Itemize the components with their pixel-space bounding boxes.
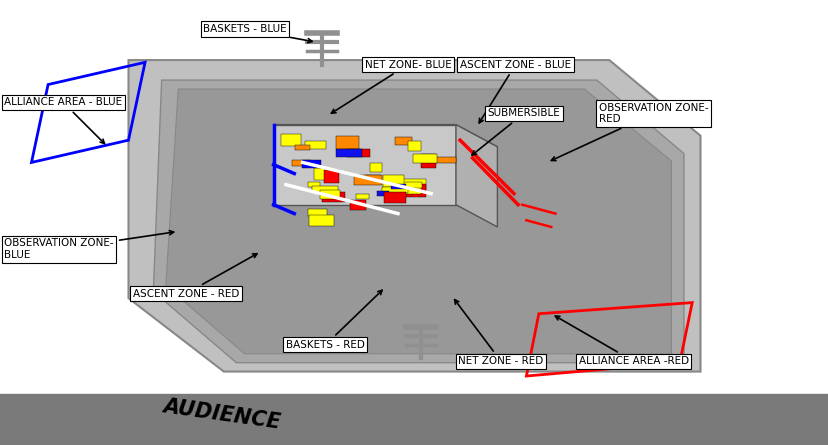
Bar: [364, 175, 381, 180]
Bar: [335, 149, 361, 157]
Bar: [307, 209, 326, 216]
Polygon shape: [153, 80, 683, 363]
Bar: [407, 142, 421, 151]
Bar: [397, 184, 425, 197]
Bar: [399, 178, 426, 190]
Bar: [369, 163, 382, 172]
Bar: [382, 186, 407, 193]
Bar: [308, 182, 320, 187]
Bar: [431, 157, 456, 162]
Bar: [311, 186, 338, 192]
Bar: [383, 192, 406, 203]
Bar: [354, 175, 382, 186]
Bar: [304, 141, 325, 149]
Bar: [383, 175, 403, 187]
Polygon shape: [455, 125, 497, 227]
Text: ASCENT ZONE - RED: ASCENT ZONE - RED: [132, 254, 257, 299]
Bar: [377, 191, 389, 196]
Text: SUBMERSIBLE: SUBMERSIBLE: [471, 109, 560, 155]
Text: BASKETS - BLUE: BASKETS - BLUE: [203, 24, 311, 43]
Bar: [335, 136, 359, 149]
Bar: [412, 154, 436, 163]
Text: OBSERVATION ZONE-
RED: OBSERVATION ZONE- RED: [551, 103, 707, 161]
Bar: [395, 137, 412, 145]
Bar: [301, 160, 320, 168]
Bar: [323, 170, 339, 183]
Bar: [294, 145, 310, 150]
Text: ALLIANCE AREA - BLUE: ALLIANCE AREA - BLUE: [4, 97, 122, 144]
Polygon shape: [128, 60, 700, 372]
Polygon shape: [273, 125, 497, 147]
Bar: [421, 154, 436, 168]
Text: AUDIENCE: AUDIENCE: [161, 396, 282, 432]
Polygon shape: [273, 125, 455, 205]
Bar: [320, 190, 339, 199]
Polygon shape: [166, 89, 671, 354]
Bar: [390, 184, 406, 189]
Bar: [404, 183, 420, 194]
Bar: [309, 215, 334, 227]
Text: ASCENT ZONE - BLUE: ASCENT ZONE - BLUE: [460, 60, 570, 123]
Bar: [355, 194, 368, 199]
Bar: [313, 167, 325, 180]
Text: BASKETS - RED: BASKETS - RED: [286, 290, 382, 350]
Bar: [346, 149, 369, 157]
Bar: [291, 160, 310, 166]
Bar: [321, 192, 344, 202]
Bar: [349, 200, 365, 210]
Bar: [400, 182, 421, 188]
Bar: [0, 394, 828, 445]
Text: NET ZONE- BLUE: NET ZONE- BLUE: [331, 60, 451, 113]
Text: OBSERVATION ZONE-
BLUE: OBSERVATION ZONE- BLUE: [4, 231, 173, 260]
Text: NET ZONE - RED: NET ZONE - RED: [454, 299, 543, 366]
Text: ALLIANCE AREA -RED: ALLIANCE AREA -RED: [555, 316, 688, 366]
Bar: [281, 134, 301, 146]
